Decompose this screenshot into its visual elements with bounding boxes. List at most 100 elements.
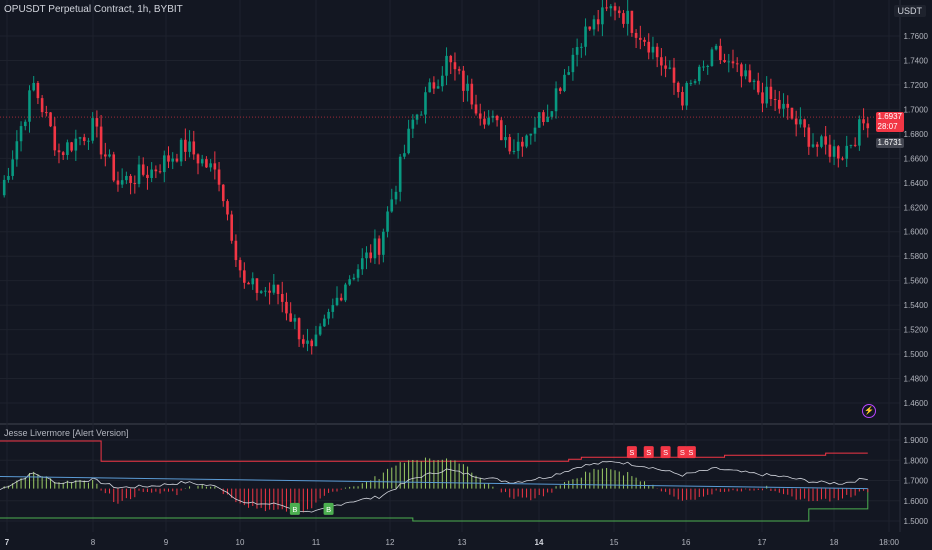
candle-body — [154, 169, 158, 172]
candle-body — [53, 126, 57, 151]
price-tick-label: 1.4800 — [904, 375, 929, 384]
candle-body — [571, 54, 575, 73]
candle-body — [761, 92, 764, 104]
candle-body — [175, 158, 179, 162]
candle-body — [521, 141, 524, 147]
candle-body — [327, 311, 330, 319]
candle-body — [125, 175, 128, 181]
candle-body — [28, 90, 31, 122]
candle-body — [57, 150, 61, 153]
candle-body — [167, 155, 170, 162]
lightning-icon[interactable]: ⚡ — [862, 404, 876, 418]
candle-body — [651, 46, 655, 53]
candle-body — [314, 334, 318, 347]
candle-body — [171, 158, 175, 162]
candle-body — [162, 155, 166, 173]
candle-body — [192, 141, 196, 155]
candle-body — [470, 83, 474, 105]
candle-body — [133, 183, 137, 185]
candle-body — [45, 112, 48, 114]
candle-body — [474, 104, 478, 114]
candle-body — [129, 175, 132, 184]
time-tick-label: 11 — [312, 538, 321, 547]
symbol-title[interactable]: OPUSDT Perpetual Contract, 1h, BYBIT — [4, 4, 183, 15]
indicator-tick-label: 1.7000 — [904, 477, 929, 486]
buy-signal-label: B — [292, 505, 297, 514]
candle-body — [95, 118, 99, 127]
candle-body — [407, 128, 410, 154]
candle-body — [672, 67, 676, 83]
candle-body — [424, 92, 427, 115]
candle-body — [752, 80, 756, 82]
currency-label[interactable]: USDT — [893, 5, 926, 17]
candle-body — [815, 144, 819, 147]
candle-body — [567, 72, 570, 75]
candle-body — [297, 318, 301, 340]
candle-body — [744, 70, 747, 77]
candle-body — [276, 284, 280, 294]
candle-body — [862, 119, 865, 124]
candle-body — [108, 154, 111, 157]
candle-body — [234, 240, 238, 261]
candle-body — [630, 10, 634, 33]
candle-body — [782, 103, 785, 109]
candle-body — [120, 180, 124, 185]
time-tick-label: 18:00 — [879, 538, 900, 547]
candle-body — [773, 99, 777, 101]
candle-body — [285, 301, 288, 314]
candle-body — [36, 82, 40, 99]
candle-body — [778, 99, 781, 109]
candle-body — [765, 86, 768, 104]
candle-body — [293, 318, 297, 322]
indicator-line — [0, 461, 868, 513]
indicator-title[interactable]: Jesse Livermore [Alert Version] — [4, 428, 129, 438]
price-tick-label: 1.5800 — [904, 252, 929, 261]
time-tick-label: 12 — [386, 538, 395, 547]
buy-signal-marker — [323, 502, 334, 515]
candle-body — [702, 66, 705, 68]
price-tick-label: 1.5200 — [904, 326, 929, 335]
candle-body — [196, 154, 200, 164]
candle-body — [828, 144, 832, 157]
candle-body — [525, 135, 528, 147]
candle-body — [217, 169, 221, 185]
candle-body — [824, 136, 827, 145]
candle-body — [255, 278, 259, 293]
candle-body — [377, 238, 381, 255]
candle-body — [179, 139, 183, 162]
time-tick-label: 15 — [610, 538, 619, 547]
candle-body — [504, 137, 507, 141]
candle-body — [681, 92, 684, 106]
candle-body — [78, 137, 82, 139]
candle-body — [668, 67, 672, 69]
candle-body — [356, 269, 360, 278]
candle-body — [344, 284, 347, 301]
candle-body — [664, 65, 667, 69]
candle-body — [462, 70, 465, 91]
candle-body — [213, 163, 217, 170]
candle-body — [205, 159, 208, 168]
candle-body — [740, 64, 743, 77]
time-tick-label: 16 — [682, 538, 691, 547]
time-tick-label: 17 — [758, 538, 767, 547]
candle-body — [706, 65, 710, 67]
price-tick-label: 1.4600 — [904, 399, 929, 408]
candle-body — [588, 26, 592, 30]
candle-body — [719, 45, 722, 61]
candle-body — [803, 119, 806, 128]
candle-body — [554, 88, 558, 112]
candle-body — [11, 159, 14, 176]
indicator-tick-label: 1.6000 — [904, 497, 929, 506]
candle-body — [693, 81, 697, 83]
candle-body — [32, 82, 36, 91]
candle-body — [104, 154, 107, 157]
candle-body — [184, 139, 187, 152]
candle-body — [647, 41, 651, 53]
candle-body — [61, 152, 65, 155]
candle-body — [643, 39, 646, 42]
candle-body — [441, 75, 444, 87]
candle-body — [74, 138, 78, 151]
candle-body — [449, 55, 453, 63]
candle-body — [238, 260, 242, 271]
candle-body — [226, 201, 229, 215]
